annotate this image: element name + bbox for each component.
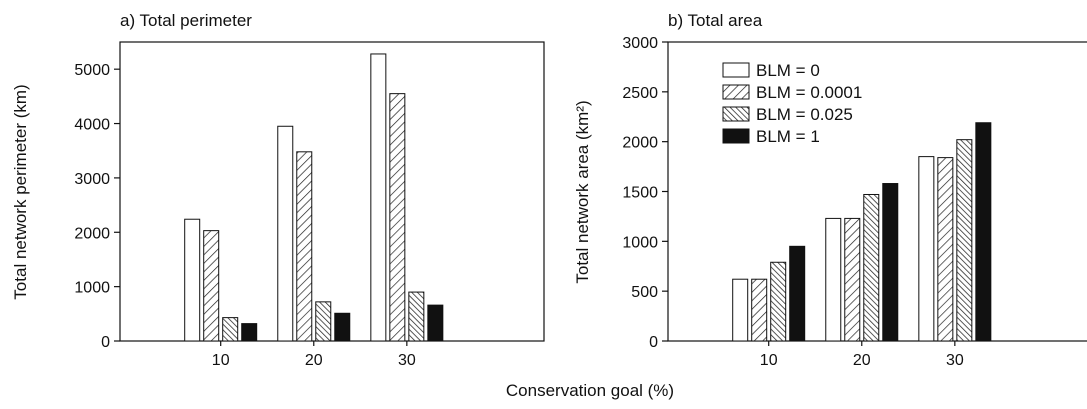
bar-blm-0-025-goal-30 — [408, 291, 425, 342]
y-tick-label: 1000 — [622, 234, 658, 251]
bar-blm-1-goal-30 — [427, 304, 444, 342]
bar-blm-0-0001-goal-30 — [937, 157, 954, 342]
bar-blm-1-goal-10 — [789, 245, 806, 342]
x-tick-label: 20 — [305, 352, 323, 369]
legend-label-blm-0-025: BLM = 0.025 — [756, 105, 853, 124]
y-tick-label: 2000 — [622, 135, 658, 152]
panel-a-y-axis-label: Total network perimeter (km) — [11, 84, 30, 299]
bar-blm-0-0001-goal-20 — [844, 217, 861, 342]
panel-b-y-axis-label: Total network area (km²) — [573, 100, 592, 283]
x-tick-label: 10 — [212, 352, 230, 369]
legend-label-blm-1: BLM = 1 — [756, 127, 820, 146]
x-tick-label: 30 — [398, 352, 416, 369]
bar-blm-0-0001-goal-10 — [203, 230, 220, 342]
panel-b-x-ticks: 10 20 30 — [760, 341, 964, 369]
bar-blm-1-goal-30 — [975, 122, 992, 342]
bar-blm-0-0001-goal-30 — [389, 93, 406, 342]
bar-blm-0-025-goal-20 — [315, 301, 332, 342]
bar-blm-1-goal-20 — [334, 312, 351, 342]
legend-swatch-blm-0-0001 — [722, 84, 750, 100]
y-tick-label: 1000 — [74, 280, 110, 297]
legend: BLM = 0 BLM = 0.0001 BLM = 0.025 BLM = 1 — [722, 61, 862, 146]
bar-blm-0-goal-10 — [184, 218, 201, 342]
panel-b-bars — [732, 122, 992, 342]
y-tick-label: 2500 — [622, 85, 658, 102]
bar-blm-1-goal-10 — [241, 323, 258, 342]
shared-x-axis-label: Conservation goal (%) — [506, 381, 674, 400]
y-tick-label: 0 — [101, 334, 110, 351]
bar-blm-0-025-goal-10 — [222, 317, 239, 342]
legend-label-blm-0: BLM = 0 — [756, 61, 820, 80]
y-tick-label: 2000 — [74, 225, 110, 242]
legend-swatch-blm-0 — [722, 62, 750, 78]
bar-blm-0-goal-30 — [918, 156, 935, 342]
panel-b-title: b) Total area — [668, 11, 763, 30]
y-tick-label: 1500 — [622, 185, 658, 202]
bar-blm-1-goal-20 — [882, 183, 899, 342]
bar-blm-0-goal-20 — [277, 125, 294, 342]
bar-blm-0-goal-30 — [370, 53, 387, 342]
x-tick-label: 30 — [946, 352, 964, 369]
legend-swatch-blm-0-025 — [722, 106, 750, 122]
y-tick-label: 3000 — [74, 171, 110, 188]
y-tick-label: 3000 — [622, 35, 658, 52]
panel-a-x-ticks: 10 20 30 — [212, 341, 416, 369]
legend-label-blm-0-0001: BLM = 0.0001 — [756, 83, 862, 102]
panel-a-total-perimeter: a) Total perimeter Total network perimet… — [11, 11, 545, 369]
bar-blm-0-025-goal-20 — [863, 193, 880, 342]
x-tick-label: 20 — [853, 352, 871, 369]
panel-a-title: a) Total perimeter — [120, 11, 252, 30]
y-tick-label: 4000 — [74, 117, 110, 134]
y-tick-label: 500 — [631, 284, 658, 301]
bar-blm-0-025-goal-10 — [770, 261, 787, 342]
panel-a-frame — [119, 41, 545, 342]
bar-blm-0-0001-goal-10 — [751, 278, 768, 342]
panel-b-total-area: b) Total area Total network area (km²) 0… — [573, 11, 1087, 369]
bar-blm-0-goal-10 — [732, 278, 749, 342]
bar-blm-0-0001-goal-20 — [296, 151, 313, 342]
bar-blm-0-goal-20 — [825, 217, 842, 342]
bar-blm-0-025-goal-30 — [956, 139, 973, 342]
panel-a-bars — [184, 53, 444, 342]
legend-swatch-blm-1 — [722, 128, 750, 144]
panel-b-y-ticks: 0 500 1000 1500 2000 2500 3000 — [622, 35, 668, 351]
x-tick-label: 10 — [760, 352, 778, 369]
panel-a-y-ticks: 0 1000 2000 3000 4000 5000 — [74, 62, 120, 351]
y-tick-label: 5000 — [74, 62, 110, 79]
y-tick-label: 0 — [649, 334, 658, 351]
